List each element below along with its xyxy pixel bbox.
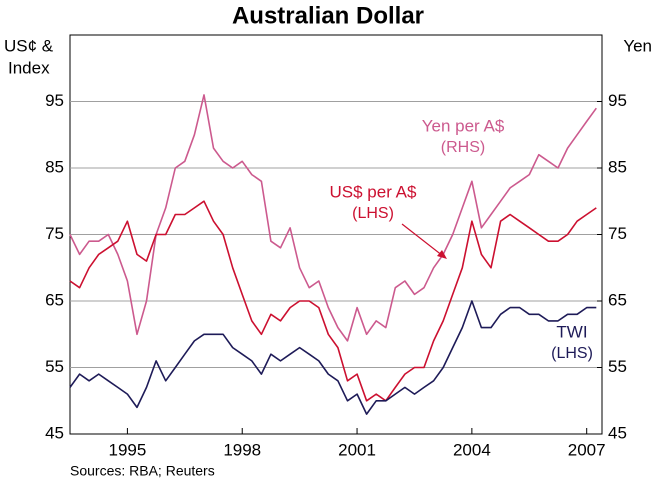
y2-axis-label: Yen: [623, 36, 652, 55]
y2-tick-label: 95: [608, 91, 627, 110]
annotation-arrowhead: [437, 250, 447, 259]
series-note: (LHS): [551, 345, 593, 362]
series-label: US$ per A$: [330, 182, 417, 201]
x-tick-label: 2001: [338, 440, 376, 459]
y-axis-label: Index: [8, 58, 50, 77]
y-tick-label: 45: [45, 423, 64, 442]
x-tick-label: 2004: [453, 440, 491, 459]
series-label: TWI: [556, 322, 587, 341]
series-note: (LHS): [352, 205, 394, 222]
x-tick-label: 2007: [568, 440, 606, 459]
series-line: [69, 94, 597, 342]
y2-tick-label: 45: [608, 423, 627, 442]
y-tick-label: 65: [45, 290, 64, 309]
series-note: (RHS): [441, 139, 485, 156]
series-line: [69, 300, 597, 415]
y2-tick-label: 85: [608, 157, 627, 176]
series-line: [69, 200, 597, 402]
y2-tick-label: 75: [608, 224, 627, 243]
plot: 45 55 65 75 85 95 45 55 65 75 85 95 1995 1998 2001 2004…: [45, 91, 627, 460]
y-tick-label: 85: [45, 157, 64, 176]
x-tick-label: 1995: [108, 440, 146, 459]
y-tick-label: 55: [45, 357, 64, 376]
series-label: Yen per A$: [422, 116, 505, 135]
source-note: Sources: RBA; Reuters: [70, 463, 215, 479]
y-axis-label: US¢ &: [4, 36, 54, 55]
y2-tick-label: 65: [608, 290, 627, 309]
y-tick-label: 95: [45, 91, 64, 110]
annotation-arrow: [401, 223, 444, 257]
chart-title: Australian Dollar: [232, 2, 424, 29]
y2-tick-label: 55: [608, 357, 627, 376]
y-tick-label: 75: [45, 224, 64, 243]
x-tick-label: 1998: [223, 440, 261, 459]
